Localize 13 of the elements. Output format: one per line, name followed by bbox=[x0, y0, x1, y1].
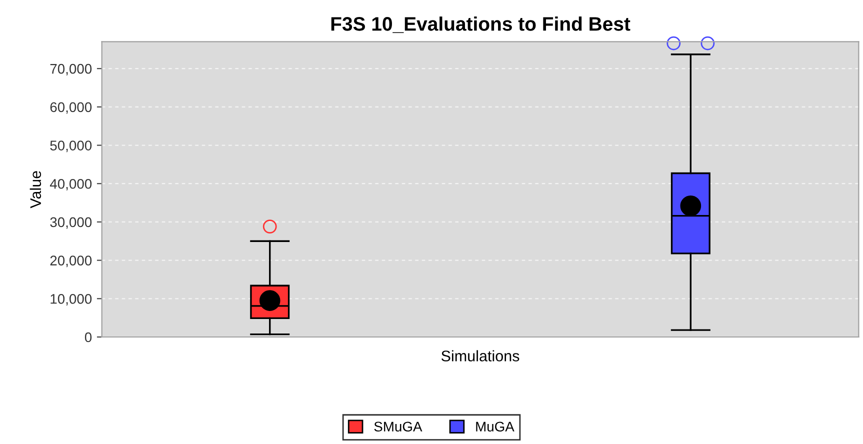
y-axis-title: Value bbox=[30, 171, 42, 208]
y-tick-label: 50,000 bbox=[50, 140, 92, 152]
x-axis-title: Simulations bbox=[441, 350, 520, 362]
legend-label: SMuGA bbox=[374, 422, 422, 432]
legend-label: MuGA bbox=[476, 422, 514, 432]
y-tick-label: 30,000 bbox=[50, 217, 92, 229]
y-tick-label: 20,000 bbox=[50, 256, 92, 268]
y-tick-label: 0 bbox=[84, 332, 92, 342]
chart-title: F3S 10_Evaluations to Find Best bbox=[331, 16, 630, 33]
y-tick-label: 60,000 bbox=[50, 102, 92, 114]
y-tick-label: 70,000 bbox=[50, 64, 92, 76]
y-tick-label: 40,000 bbox=[50, 178, 92, 190]
y-tick-label: 10,000 bbox=[50, 294, 92, 306]
